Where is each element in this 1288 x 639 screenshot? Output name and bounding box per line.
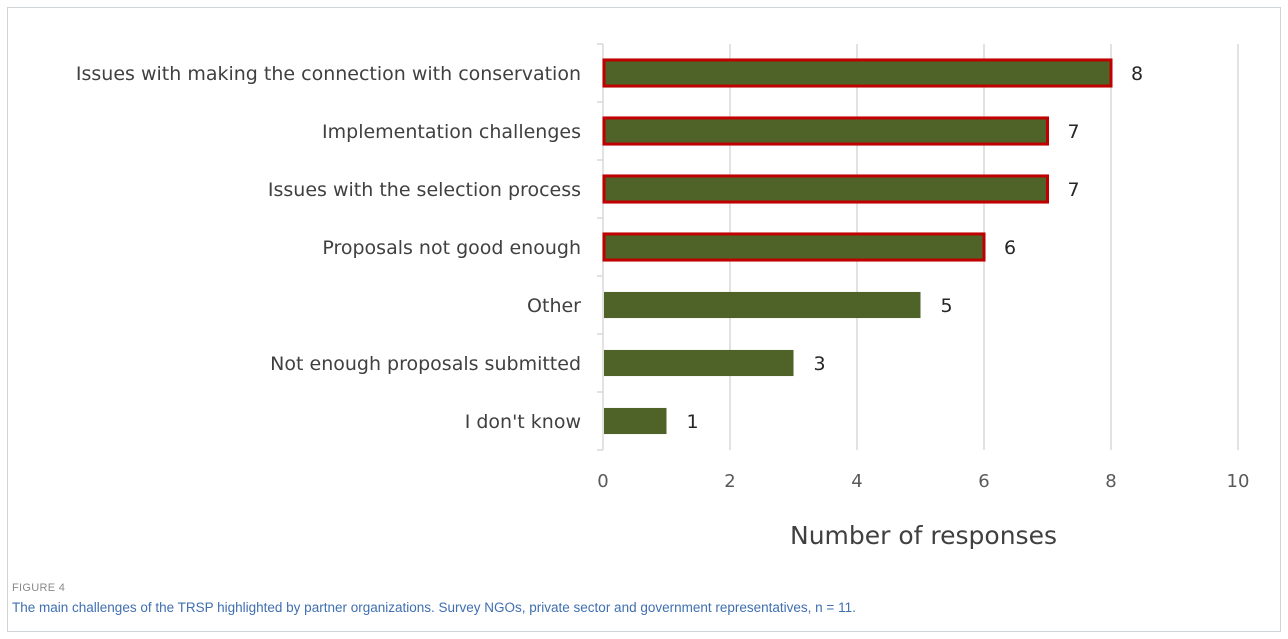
category-label: Implementation challenges [322,121,581,143]
x-tick-label: 6 [978,471,989,492]
figure-label: FIGURE 4 [12,582,66,594]
x-tick-label: 10 [1227,471,1250,492]
bars [602,58,1113,435]
data-label: 8 [1131,63,1143,85]
bar [602,116,1049,146]
bar [602,174,1049,204]
category-label: Issues with making the connection with c… [76,63,581,85]
bar [602,232,986,262]
labels: 0 2 4 6 8 10 Issues with making the connection… [76,63,1250,492]
data-label: 7 [1068,179,1080,201]
bar [602,58,1113,88]
category-label: I don't know [465,411,581,433]
x-tick-label: 0 [597,471,608,492]
y-axis [597,43,604,451]
figure-caption: The main challenges of the TRSP highligh… [12,600,856,615]
data-label: 7 [1068,121,1080,143]
bar-chart: 0 2 4 6 8 10 Issues with making the connection… [76,43,1250,550]
data-label: 6 [1004,237,1016,259]
data-label: 3 [814,353,826,375]
category-label: Proposals not good enough [322,237,581,259]
bar [604,291,921,319]
x-tick-label: 2 [724,471,735,492]
category-label: Other [527,295,581,317]
category-label: Issues with the selection process [268,179,581,201]
category-label: Not enough proposals submitted [270,353,581,375]
bar [604,349,794,377]
x-tick-label: 4 [851,471,862,492]
data-label: 5 [941,295,953,317]
data-label: 1 [687,411,699,433]
x-axis-title: Number of responses [790,521,1057,550]
bar [604,407,667,435]
x-tick-label: 8 [1105,471,1116,492]
figure-frame [7,7,1281,632]
